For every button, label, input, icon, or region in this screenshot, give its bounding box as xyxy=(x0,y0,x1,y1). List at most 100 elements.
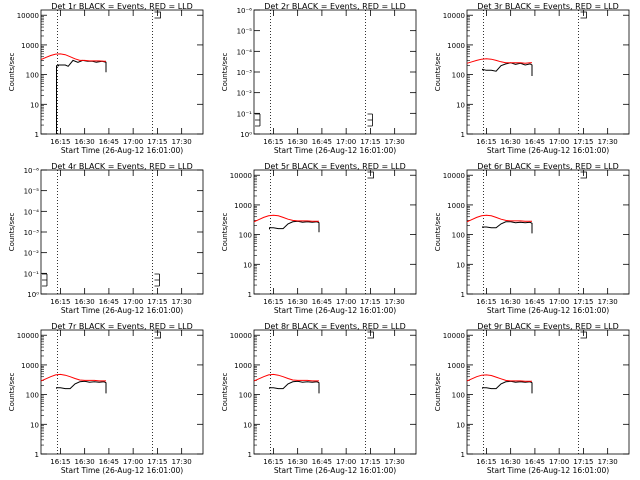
y-tick-label: 10⁻¹ xyxy=(237,110,253,118)
x-tick-label: 17:30 xyxy=(385,458,405,466)
y-axis-label: Counts/sec xyxy=(221,373,229,412)
y-tick-label: 1000 xyxy=(447,202,465,210)
plot-frame xyxy=(40,9,204,135)
y-tick-label: 10⁰ xyxy=(27,291,39,299)
x-tick-label: 16:45 xyxy=(525,298,545,306)
series-line-events xyxy=(482,221,533,234)
y-tick-label: 10000 xyxy=(443,172,465,180)
y-tick-label: 10 xyxy=(456,101,465,109)
y-tick-label: 1000 xyxy=(21,42,39,50)
x-tick-label: 16:15 xyxy=(50,298,70,306)
x-tick-label: 16:15 xyxy=(50,458,70,466)
x-tick-label: 17:00 xyxy=(549,298,569,306)
x-tick-label: 17:30 xyxy=(598,298,618,306)
x-tick-label: 16:30 xyxy=(288,458,308,466)
x-tick-label: 16:15 xyxy=(263,458,283,466)
series-line-lld xyxy=(466,214,532,223)
top-bracket-marker xyxy=(580,331,587,339)
x-tick-label: 17:15 xyxy=(147,298,167,306)
x-tick-label: 17:30 xyxy=(385,298,405,306)
chart-title: Det 4r BLACK = Events, RED = LLD xyxy=(51,162,193,171)
y-tick-label: 100 xyxy=(239,392,252,400)
top-bracket-marker xyxy=(580,171,587,179)
x-tick-label: 17:30 xyxy=(598,138,618,146)
x-axis-label: Start Time (26-Aug-12 16:01:00) xyxy=(61,466,183,475)
y-tick-label: 1 xyxy=(248,291,252,299)
y-tick-label: 100 xyxy=(452,72,465,80)
plot-frame xyxy=(40,169,204,295)
panel-det-6: Det 6r BLACK = Events, RED = LLD 1 10 100 10… xyxy=(434,162,630,315)
chart-title: Det 9r BLACK = Events, RED = LLD xyxy=(477,322,619,331)
x-tick-label: 16:30 xyxy=(501,138,521,146)
y-tick-label: 100 xyxy=(26,392,39,400)
x-tick-label: 16:30 xyxy=(501,298,521,306)
chart-title: Det 6r BLACK = Events, RED = LLD xyxy=(477,162,619,171)
panel-det-4: Det 4r BLACK = Events, RED = LLD 10⁰ 10⁻¹ 1… xyxy=(8,162,204,315)
x-tick-label: 16:45 xyxy=(99,298,119,306)
top-bracket-marker xyxy=(154,11,161,19)
x-tick-label: 16:30 xyxy=(288,138,308,146)
x-tick-label: 16:45 xyxy=(312,138,332,146)
plot-frame xyxy=(466,9,630,135)
y-tick-label: 10 xyxy=(456,421,465,429)
y-tick-label: 10 xyxy=(456,261,465,269)
x-tick-label: 16:30 xyxy=(288,298,308,306)
y-tick-label: 1000 xyxy=(234,202,252,210)
chart-title: Det 3r BLACK = Events, RED = LLD xyxy=(477,2,619,11)
panel-det-2: Det 2r BLACK = Events, RED = LLD 10⁰ 10⁻¹ 1… xyxy=(221,2,417,155)
marker-bracket xyxy=(254,113,261,127)
x-tick-label: 17:15 xyxy=(573,458,593,466)
x-tick-label: 16:30 xyxy=(75,298,95,306)
marker-bracket xyxy=(41,273,48,287)
x-axis-label: Start Time (26-Aug-12 16:01:00) xyxy=(487,306,609,315)
y-tick-label: 10⁻⁵ xyxy=(237,28,253,36)
marker-bracket xyxy=(367,113,373,127)
y-tick-label: 1 xyxy=(248,451,252,459)
series-line-events xyxy=(482,380,533,394)
plot-frame xyxy=(466,169,630,295)
y-axis-label: Counts/sec xyxy=(434,213,442,252)
y-tick-label: 1 xyxy=(461,451,465,459)
x-tick-label: 17:30 xyxy=(172,298,192,306)
panel-det-9: Det 9r BLACK = Events, RED = LLD 1 10 100 10… xyxy=(434,322,630,475)
x-tick-label: 17:00 xyxy=(123,458,143,466)
x-tick-label: 17:00 xyxy=(549,458,569,466)
series-line-events xyxy=(56,59,107,134)
x-tick-label: 17:00 xyxy=(123,138,143,146)
x-tick-label: 16:45 xyxy=(312,458,332,466)
x-tick-label: 16:15 xyxy=(476,458,496,466)
y-tick-label: 1 xyxy=(35,131,39,139)
chart-title: Det 2r BLACK = Events, RED = LLD xyxy=(264,2,406,11)
y-axis-label: Counts/sec xyxy=(434,53,442,92)
panel-det-3: Det 3r BLACK = Events, RED = LLD 1 10 100 10… xyxy=(434,2,630,155)
x-axis-label: Start Time (26-Aug-12 16:01:00) xyxy=(274,466,396,475)
y-tick-label: 10⁻³ xyxy=(237,69,253,77)
y-axis-label: Counts/sec xyxy=(8,373,16,412)
y-tick-label: 10⁻⁴ xyxy=(24,208,40,216)
x-axis-label: Start Time (26-Aug-12 16:01:00) xyxy=(61,306,183,315)
x-tick-label: 17:00 xyxy=(123,298,143,306)
x-tick-label: 16:45 xyxy=(99,458,119,466)
plot-frame xyxy=(40,329,204,455)
x-tick-label: 17:15 xyxy=(360,298,380,306)
x-tick-label: 16:45 xyxy=(525,138,545,146)
x-tick-label: 17:15 xyxy=(360,458,380,466)
x-tick-label: 16:45 xyxy=(99,138,119,146)
top-bracket-marker xyxy=(580,11,587,19)
y-tick-label: 10⁻⁴ xyxy=(237,48,253,56)
series-line-events xyxy=(269,220,320,233)
x-axis-label: Start Time (26-Aug-12 16:01:00) xyxy=(274,146,396,155)
x-tick-label: 17:15 xyxy=(147,138,167,146)
x-tick-label: 16:15 xyxy=(263,138,283,146)
x-tick-label: 16:30 xyxy=(501,458,521,466)
series-line-lld xyxy=(40,53,106,62)
y-axis-label: Counts/sec xyxy=(8,53,16,92)
y-tick-label: 100 xyxy=(26,72,39,80)
y-tick-label: 1000 xyxy=(21,362,39,370)
top-bracket-marker xyxy=(367,171,374,179)
x-tick-label: 17:15 xyxy=(573,138,593,146)
series-line-lld xyxy=(466,58,532,64)
x-tick-label: 17:00 xyxy=(336,298,356,306)
series-line-lld xyxy=(253,373,319,382)
y-tick-label: 10⁻³ xyxy=(24,229,40,237)
